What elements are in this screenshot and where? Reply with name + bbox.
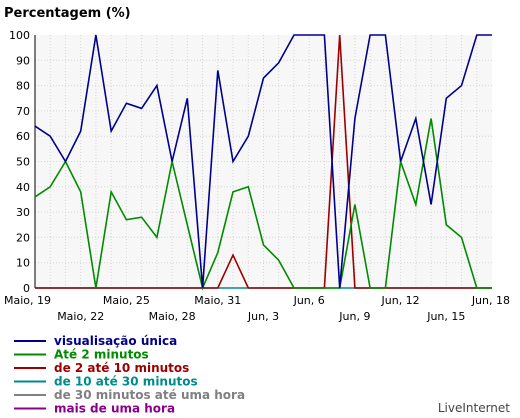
y-tick-label: 90	[16, 54, 30, 67]
y-tick-label: 40	[16, 181, 30, 194]
legend-label: de 10 até 30 minutos	[54, 375, 198, 389]
series-line-1	[34, 118, 492, 291]
x-tick-label: Maio, 28	[149, 310, 196, 323]
y-tick-label: 60	[16, 130, 30, 143]
legend-label: Até 2 minutos	[54, 348, 149, 362]
x-tick-label: Jun, 12	[381, 294, 420, 307]
y-tick-label: 0	[23, 282, 30, 295]
y-axis-ticks: 0 10 20 30 40 50 60 70 80 90 100	[9, 29, 30, 295]
legend-label: de 2 até 10 minutos	[54, 361, 189, 375]
series-line-2	[35, 34, 492, 289]
x-tick-label: Maio, 31	[194, 294, 241, 307]
y-tick-label: 80	[16, 80, 30, 93]
series-line-0	[34, 34, 492, 289]
grid-lines	[35, 35, 492, 288]
chart-title: Percentagem (%)	[4, 6, 131, 21]
legend-label: de 30 minutos até uma hora	[54, 388, 245, 402]
x-tick-label: Jun, 9	[338, 310, 370, 323]
y-tick-label: 10	[16, 257, 30, 270]
series-lines	[34, 34, 492, 291]
x-tick-label: Maio, 25	[103, 294, 150, 307]
x-axis-ticks: Maio, 19 Maio, 25 Maio, 31 Jun, 6 Jun, 12 Jun…	[4, 294, 510, 323]
x-tick-label: Jun, 18	[471, 294, 510, 307]
brand-label: LiveInternet	[438, 401, 510, 415]
x-tick-label: Jun, 6	[293, 294, 325, 307]
y-tick-label: 50	[16, 156, 30, 169]
y-tick-label: 20	[16, 231, 30, 244]
x-tick-label: Maio, 19	[4, 294, 51, 307]
y-tick-label: 70	[16, 105, 30, 118]
y-tick-label: 30	[16, 206, 30, 219]
x-tick-label: Maio, 22	[57, 310, 104, 323]
x-tick-label: Jun, 15	[426, 310, 465, 323]
legend-label: mais de uma hora	[54, 402, 175, 416]
legend-label: visualisação única	[54, 334, 177, 348]
y-tick-label: 100	[9, 29, 30, 42]
x-tick-label: Jun, 3	[247, 310, 279, 323]
